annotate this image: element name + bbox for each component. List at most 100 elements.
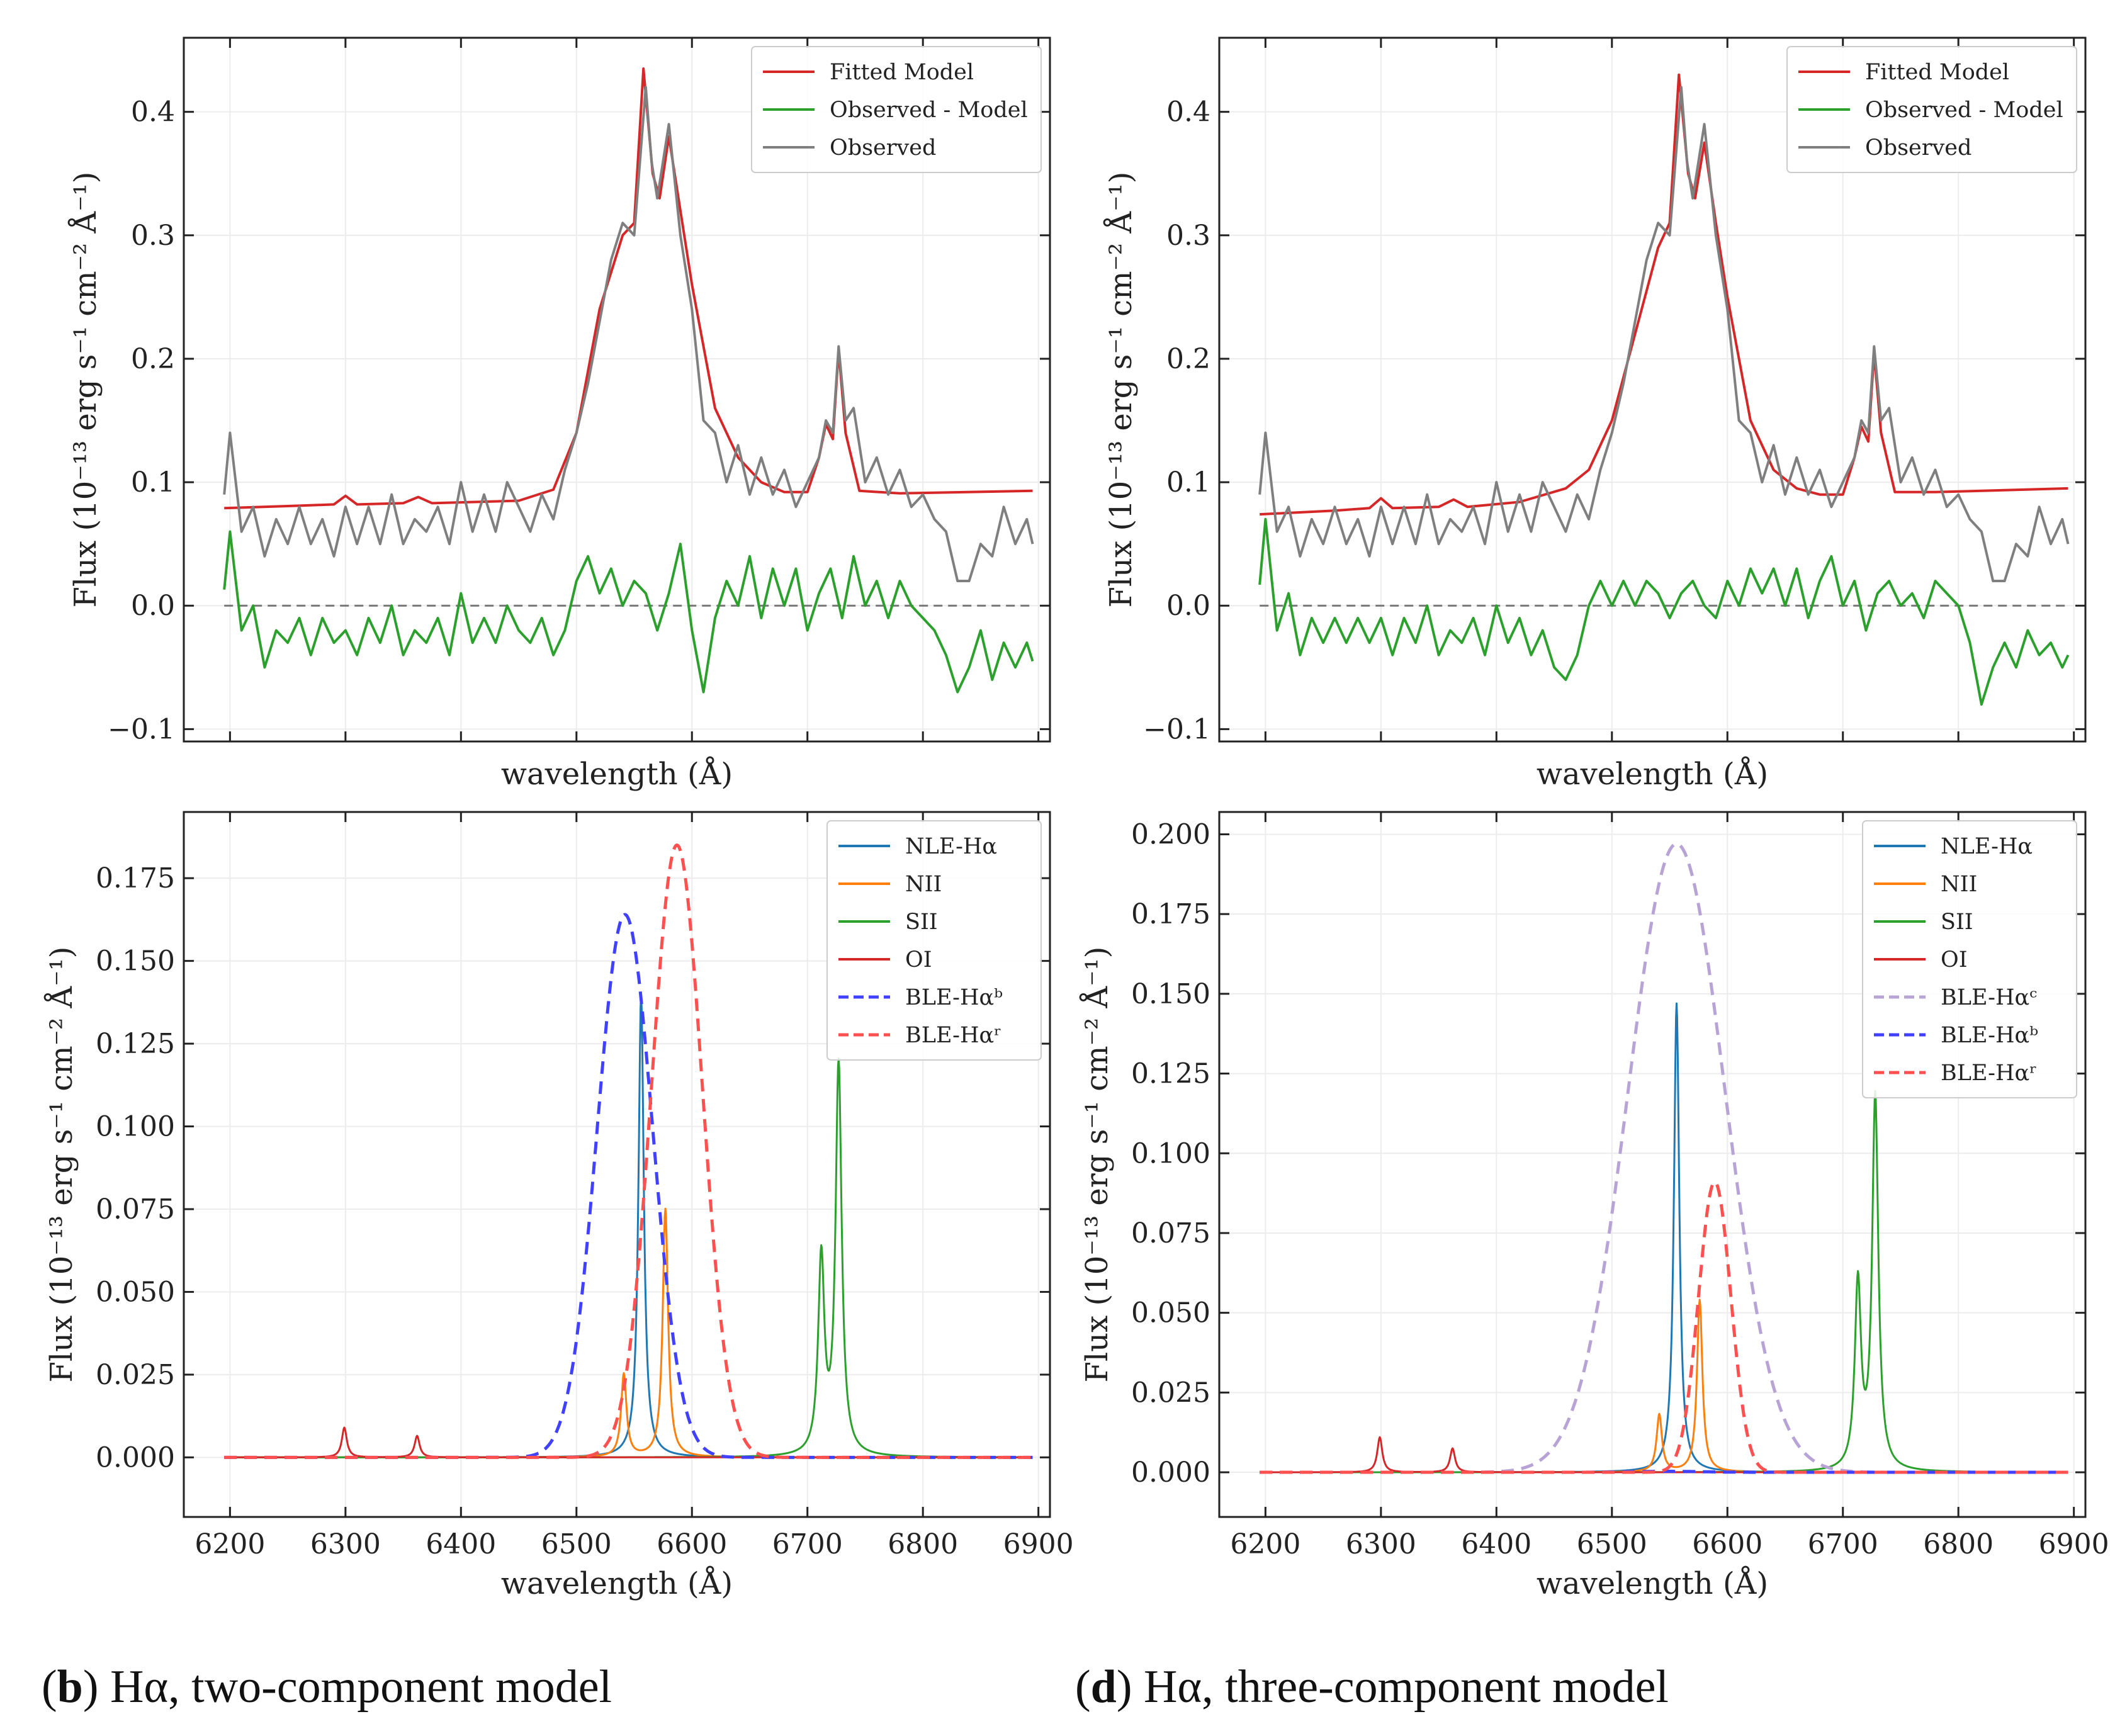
y-tick-label: 0.125 xyxy=(1131,1058,1210,1090)
y-tick-label: 0.2 xyxy=(131,343,175,375)
axes-frame xyxy=(183,37,1051,743)
y-tick-label: −0.1 xyxy=(1143,713,1210,745)
legend-label-ble_c: BLE-Hαᶜ xyxy=(1941,985,2037,1010)
y-tick-label: 0.150 xyxy=(96,945,175,978)
x-tick-label: 6700 xyxy=(1808,1528,1878,1560)
y-tick-label: −0.1 xyxy=(108,713,175,745)
caption-b-text: Hα, two-component model xyxy=(110,1661,612,1713)
x-tick-label: 6400 xyxy=(1461,1528,1531,1560)
legend-label-ble_b: BLE-Hαᵇ xyxy=(905,985,1003,1010)
y-tick-label: 0.175 xyxy=(1131,898,1210,930)
x-tick-label: 6200 xyxy=(195,1528,265,1560)
y-tick-label: 0.050 xyxy=(1131,1297,1210,1329)
panel-b-bottom: 6200 6300 6400 6500 6600 6700 6800 6900 0.000 0.0… xyxy=(43,811,1074,1601)
panel-d-bottom: 6200 6300 6400 6500 6600 6700 6800 6900 0.000 0.0… xyxy=(1079,811,2109,1601)
legend-label-nii: NII xyxy=(905,872,942,897)
legend-label-nle: NLE-Hα xyxy=(905,834,997,859)
legend-box xyxy=(1862,820,2077,1098)
y-tick-label: 0.100 xyxy=(96,1111,175,1143)
legend: Fitted Model Observed - Model Observed xyxy=(1786,46,2077,173)
y-tick-label: 0.150 xyxy=(1131,978,1210,1010)
y-tick-label: 0.2 xyxy=(1166,343,1210,375)
plot-area xyxy=(1258,842,2070,1474)
series-line-residual xyxy=(1258,517,2070,706)
x-axis-label: wavelength (Å) xyxy=(1537,756,1768,792)
caption-d: (d) Hα, three-component model xyxy=(1075,1661,1669,1713)
y-tick-label: 0.0 xyxy=(131,590,175,622)
series-line-ble_r xyxy=(1258,1180,2070,1474)
legend-label-ble_r: BLE-Hαʳ xyxy=(905,1023,1001,1048)
plot-area xyxy=(1258,73,2070,706)
x-axis-label: wavelength (Å) xyxy=(501,1565,733,1601)
plot-area xyxy=(223,67,1034,694)
y-tick-label: 0.4 xyxy=(131,96,175,128)
caption-d-letter: d xyxy=(1090,1661,1117,1713)
y-tick-label: 0.4 xyxy=(1166,96,1210,128)
y-tick-label: 0.075 xyxy=(1131,1217,1210,1249)
legend-label-ble_b: BLE-Hαᵇ xyxy=(1941,1023,2038,1048)
x-tick-label: 6500 xyxy=(541,1528,612,1560)
x-tick-label: 6900 xyxy=(2039,1528,2109,1560)
y-axis-label: Flux (10⁻¹³ erg s⁻¹ cm⁻² Å⁻¹) xyxy=(67,172,103,608)
series-line-ble_b xyxy=(223,913,1034,1459)
caption-b-letter: b xyxy=(57,1661,83,1713)
series-line-ble_r xyxy=(223,843,1034,1459)
plot-area xyxy=(223,843,1034,1459)
y-tick-label: 0.100 xyxy=(1131,1137,1210,1170)
legend-box xyxy=(1786,46,2077,173)
legend-label-observed: Observed xyxy=(830,135,936,161)
x-axis-label: wavelength (Å) xyxy=(501,756,733,792)
grid xyxy=(184,812,1050,1517)
legend-label-nii: NII xyxy=(1941,872,1977,897)
legend: Fitted Model Observed - Model Observed xyxy=(751,46,1042,173)
legend-label-oi: OI xyxy=(905,947,932,972)
legend-label-fitted: Fitted Model xyxy=(830,60,974,85)
y-tick-label: 0.3 xyxy=(131,220,175,252)
x-tick-label: 6800 xyxy=(1923,1528,1994,1560)
legend-label-residual: Observed - Model xyxy=(830,98,1028,123)
panel-d-top: −0.1 0.0 0.1 0.2 0.3 0.4 wavelength (Å) Flux (1… xyxy=(1103,37,2087,792)
legend-label-nle: NLE-Hα xyxy=(1941,834,2033,859)
x-tick-label: 6600 xyxy=(1692,1528,1762,1560)
y-tick-label: 0.075 xyxy=(96,1193,175,1226)
legend: NLE-Hα NII SII OI BLE-Hαᵇ BLE-Hαʳ xyxy=(826,820,1042,1061)
legend-label-oi: OI xyxy=(1941,947,1968,972)
series-line-fitted xyxy=(224,67,1033,510)
y-tick-label: 0.3 xyxy=(1166,220,1210,252)
y-tick-label: 0.200 xyxy=(1131,818,1210,850)
legend: NLE-Hα NII SII OI BLE-Hαᶜ BLE-Hαᵇ BLE-Hαʳ xyxy=(1862,820,2077,1098)
legend-box xyxy=(751,46,1042,173)
x-tick-label: 6800 xyxy=(888,1528,958,1560)
series-line-observed xyxy=(223,86,1034,582)
panel-b-top: −0.1 0.0 0.1 0.2 0.3 0.4 wavelength (Å) Flux (1… xyxy=(67,37,1051,792)
x-tick-label: 6700 xyxy=(772,1528,843,1560)
axes-frame xyxy=(1218,37,2087,743)
x-tick-label: 6900 xyxy=(1003,1528,1074,1560)
axes-frame xyxy=(183,811,1051,1518)
x-tick-label: 6300 xyxy=(1346,1528,1416,1560)
legend-label-observed: Observed xyxy=(1865,135,1971,161)
y-tick-label: 0.050 xyxy=(96,1276,175,1308)
legend-box xyxy=(826,820,1042,1061)
legend-label-ble_r: BLE-Hαʳ xyxy=(1941,1061,2037,1086)
y-axis-label: Flux (10⁻¹³ erg s⁻¹ cm⁻² Å⁻¹) xyxy=(43,947,79,1383)
y-tick-label: 0.025 xyxy=(1131,1377,1210,1409)
series-line-residual xyxy=(223,530,1034,694)
x-tick-label: 6200 xyxy=(1230,1528,1300,1560)
y-tick-label: 0.1 xyxy=(131,466,175,499)
y-tick-label: 0.000 xyxy=(1131,1457,1210,1489)
x-tick-label: 6400 xyxy=(426,1528,496,1560)
legend-label-sii: SII xyxy=(905,910,938,935)
y-tick-label: 0.000 xyxy=(96,1441,175,1474)
caption-b: (b) Hα, two-component model xyxy=(42,1661,612,1713)
y-tick-label: 0.1 xyxy=(1166,466,1210,499)
caption-d-text: Hα, three-component model xyxy=(1143,1661,1669,1713)
legend-label-residual: Observed - Model xyxy=(1865,98,2063,123)
series-line-observed xyxy=(1258,86,2070,582)
x-tick-label: 6300 xyxy=(310,1528,381,1560)
legend-label-fitted: Fitted Model xyxy=(1865,60,2009,85)
y-tick-label: 0.025 xyxy=(96,1359,175,1391)
x-tick-label: 6500 xyxy=(1577,1528,1647,1560)
y-axis-label: Flux (10⁻¹³ erg s⁻¹ cm⁻² Å⁻¹) xyxy=(1103,172,1139,608)
